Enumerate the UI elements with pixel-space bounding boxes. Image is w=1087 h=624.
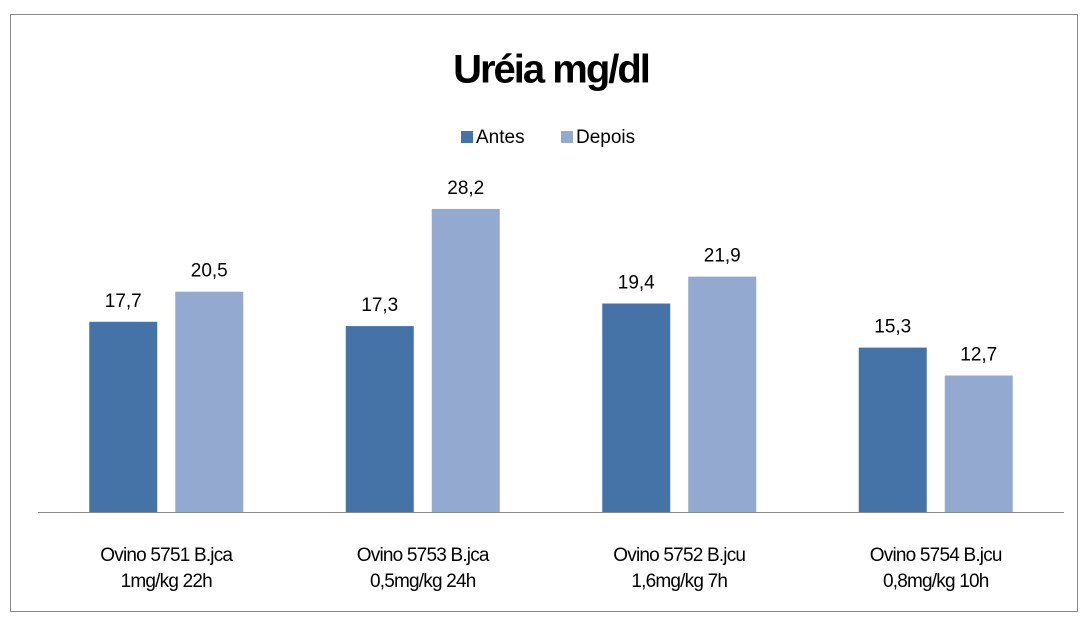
legend-label: Antes — [476, 127, 525, 148]
x-tick-label: Ovino 5753 B.jca — [357, 545, 490, 566]
data-label: 28,2 — [447, 178, 484, 199]
legend-swatch — [461, 131, 473, 143]
x-tick-label: 0,5mg/kg 24h — [370, 571, 476, 592]
x-tick-label: Ovino 5754 B.jcu — [870, 545, 1002, 566]
data-label: 21,9 — [704, 246, 741, 267]
x-tick-label: Ovino 5752 B.jcu — [613, 545, 745, 566]
x-tick-label: 1,6mg/kg 7h — [631, 571, 727, 592]
bar — [602, 303, 671, 512]
data-label: 17,3 — [361, 295, 398, 316]
bar — [858, 347, 927, 512]
data-label: 20,5 — [191, 261, 228, 282]
chart-title: Uréia mg/dl — [453, 48, 649, 92]
data-label: 15,3 — [874, 317, 911, 338]
bar — [944, 375, 1013, 512]
bar — [431, 208, 500, 512]
x-tick-label: 1mg/kg 22h — [121, 571, 213, 592]
bar — [345, 326, 414, 512]
bar — [688, 276, 757, 512]
data-label: 12,7 — [960, 345, 997, 366]
legend-swatch — [561, 131, 573, 143]
data-label: 17,7 — [105, 291, 142, 312]
data-label: 19,4 — [618, 273, 655, 294]
bar — [89, 321, 158, 512]
x-tick-label: 0,8mg/kg 10h — [883, 571, 989, 592]
x-tick-label: Ovino 5751 B.jca — [100, 545, 233, 566]
chart-border — [10, 14, 1078, 612]
legend-label: Depois — [576, 127, 635, 148]
bar — [175, 291, 244, 512]
